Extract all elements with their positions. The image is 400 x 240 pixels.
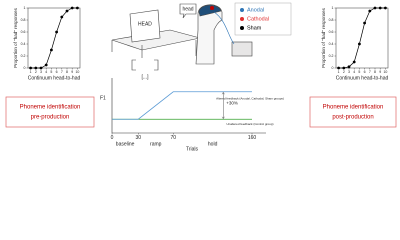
y-tick-label: 0.6 bbox=[329, 30, 334, 34]
phase-label: hold bbox=[208, 141, 218, 147]
data-point bbox=[378, 6, 382, 10]
y-tick-label: 0.2 bbox=[21, 54, 26, 58]
x-tick-label: 6 bbox=[56, 70, 58, 74]
data-point bbox=[358, 42, 361, 46]
ellipsis: [...] bbox=[142, 74, 150, 80]
x-tick-label: 70 bbox=[170, 135, 176, 141]
caption-box bbox=[309, 96, 397, 128]
y-axis-label: Proportion of "had" responses bbox=[13, 7, 18, 67]
y-tick-label: 0.8 bbox=[329, 18, 334, 22]
legend-marker bbox=[240, 17, 244, 21]
y-tick-label: 0.6 bbox=[21, 30, 26, 34]
arrow-head bbox=[221, 91, 225, 120]
data-point bbox=[352, 60, 356, 64]
x-tick-label: 3 bbox=[40, 70, 42, 74]
y-tick-label: 0 bbox=[332, 66, 334, 70]
y-tick-label: 0.8 bbox=[21, 18, 26, 22]
x-tick-label: 10 bbox=[75, 70, 79, 74]
plot-frame bbox=[335, 7, 389, 69]
series-label: Altered feedback (Anodal, Cathodal, Sham… bbox=[216, 97, 284, 101]
data-point bbox=[342, 66, 346, 70]
illustration bbox=[111, 3, 253, 71]
legend-marker bbox=[240, 8, 244, 12]
x-tick-label: 10 bbox=[383, 70, 387, 74]
figure: Phoneme identification pre-production Ph… bbox=[5, 2, 397, 152]
x-tick-label: 2 bbox=[343, 70, 345, 74]
x-tick-label: 4 bbox=[353, 70, 355, 74]
x-tick-label: 8 bbox=[66, 70, 68, 74]
x-tick-label: 7 bbox=[369, 70, 371, 74]
caption-box bbox=[5, 96, 95, 128]
y-tick-label: 0.2 bbox=[329, 54, 334, 58]
x-axis-label: Continuum head-to-had bbox=[28, 75, 81, 81]
legend-label: Cathodal bbox=[247, 16, 269, 22]
x-tick-label: 1 bbox=[30, 70, 32, 74]
x-tick-label: 0 bbox=[111, 135, 114, 141]
caption: Phoneme identification bbox=[323, 105, 384, 111]
y-tick-label: 0.4 bbox=[21, 42, 26, 46]
y-tick-label: 0 bbox=[24, 66, 26, 70]
x-tick-label: 5 bbox=[358, 70, 360, 74]
data-point bbox=[70, 6, 74, 10]
y-axis-label: F1 bbox=[100, 95, 106, 101]
speech: head bbox=[182, 6, 193, 12]
data-point bbox=[29, 66, 32, 70]
data-point bbox=[368, 9, 372, 13]
data-point bbox=[76, 6, 79, 10]
data-point bbox=[34, 66, 38, 70]
plot-frame bbox=[27, 7, 81, 69]
caption: post-production bbox=[332, 115, 373, 121]
series-label: Unaltered feedback (Control group) bbox=[226, 122, 273, 126]
data-point bbox=[347, 65, 351, 69]
y-tick-label: 0.4 bbox=[329, 42, 334, 46]
x-axis-label: Continuum head-to-had bbox=[336, 75, 389, 81]
screen-text: HEAD bbox=[138, 21, 152, 27]
data-point bbox=[39, 66, 43, 70]
x-tick-label: 9 bbox=[71, 70, 73, 74]
data-point bbox=[337, 66, 340, 70]
data-line bbox=[338, 7, 386, 69]
data-point bbox=[65, 9, 69, 13]
data-point bbox=[373, 6, 377, 10]
phase-label: baseline bbox=[116, 141, 135, 147]
y-tick-label: 1 bbox=[24, 6, 26, 10]
data-point bbox=[60, 15, 64, 19]
x-tick-label: 8 bbox=[374, 70, 376, 74]
data-point bbox=[55, 30, 58, 34]
caption: pre-production bbox=[31, 115, 70, 121]
data-point bbox=[363, 21, 366, 25]
x-tick-label: 6 bbox=[364, 70, 366, 74]
data-point bbox=[44, 63, 48, 67]
x-tick-label: 4 bbox=[45, 70, 47, 74]
legend-marker bbox=[240, 26, 244, 30]
x-tick-label: 9 bbox=[379, 70, 381, 74]
annotation: +30% bbox=[226, 101, 238, 106]
x-axis-label: Trials bbox=[186, 146, 199, 152]
data-point bbox=[50, 48, 53, 52]
x-tick-label: 160 bbox=[248, 135, 257, 141]
x-tick-label: 30 bbox=[135, 135, 141, 141]
legend-box bbox=[234, 2, 292, 36]
data-point bbox=[384, 6, 387, 10]
x-tick-label: 2 bbox=[35, 70, 37, 74]
y-axis-label: Proportion of "had" responses bbox=[321, 7, 326, 67]
x-tick-label: 3 bbox=[348, 70, 350, 74]
legend-label: Anodal bbox=[247, 7, 264, 13]
legend: Anodal Cathodal Sham bbox=[240, 7, 269, 31]
x-tick-label: 7 bbox=[61, 70, 63, 74]
x-tick-label: 1 bbox=[338, 70, 340, 74]
data-line bbox=[30, 7, 78, 69]
legend-label: Sham bbox=[247, 25, 262, 31]
data-line bbox=[112, 91, 252, 120]
y-tick-label: 1 bbox=[332, 6, 334, 10]
caption: Phoneme identification bbox=[20, 105, 81, 111]
x-tick-label: 5 bbox=[50, 70, 52, 74]
phase-label: ramp bbox=[150, 141, 162, 147]
